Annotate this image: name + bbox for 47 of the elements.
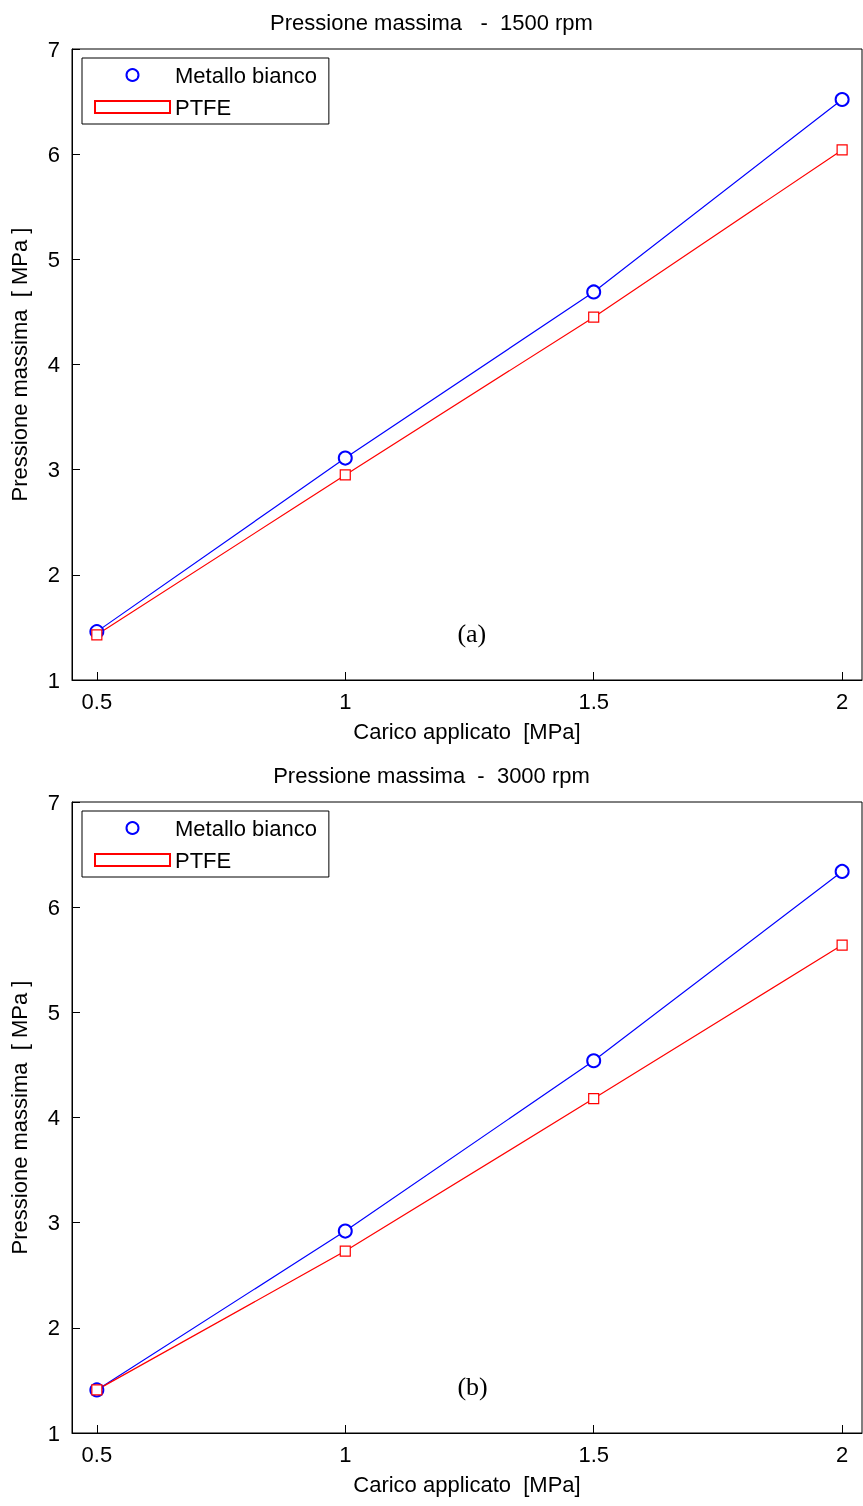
- chart-title: Pressione massima - 3000 rpm: [273, 762, 590, 788]
- y-tick-label: 1: [47, 1420, 60, 1446]
- point: [337, 1223, 353, 1239]
- x-tick-label: 1.5: [578, 1441, 609, 1467]
- point: [91, 629, 103, 641]
- point: [339, 1245, 351, 1257]
- x-axis-title: Carico applicato [MPa]: [353, 718, 581, 744]
- y-tick-label: 5: [47, 246, 60, 272]
- y-tick-label: 5: [47, 999, 60, 1025]
- y-tick-label: 3: [47, 1210, 60, 1236]
- y-tick-label: 6: [47, 141, 60, 167]
- point: [588, 1092, 600, 1105]
- y-tick-label: 4: [47, 1105, 60, 1130]
- x-tick-label: 1.5: [578, 688, 609, 714]
- point: [588, 311, 600, 323]
- x-tick-label: 2: [836, 1441, 849, 1467]
- point: [586, 284, 602, 300]
- x-tick-label: 1: [339, 688, 352, 714]
- y-axis-title: Pressione massima [ MPa ]: [6, 980, 32, 1255]
- y-tick-label: 2: [47, 562, 60, 588]
- annotation: (b): [457, 1371, 488, 1401]
- x-tick-label: 0.5: [81, 688, 113, 714]
- point: [339, 469, 351, 481]
- point: [834, 91, 850, 107]
- y-tick-label: 4: [47, 352, 60, 377]
- x-tick-label: 2: [836, 688, 849, 714]
- legend-label: Metallo bianco: [175, 62, 317, 88]
- y-tick-label: 7: [47, 789, 60, 815]
- x-tick-label: 0.5: [81, 1441, 113, 1467]
- y-tick-label: 3: [47, 457, 60, 483]
- y-tick-label: 6: [47, 894, 60, 920]
- x-tick-label: 1: [339, 1441, 352, 1467]
- y-axis-title: Pressione massima [ MPa ]: [6, 227, 32, 502]
- y-tick-label: 7: [47, 36, 60, 62]
- chart-title: Pressione massima - 1500 rpm: [270, 9, 593, 35]
- point: [836, 939, 848, 951]
- point: [337, 450, 353, 466]
- y-tick-label: 2: [47, 1315, 60, 1341]
- point: [586, 1053, 602, 1069]
- point: [836, 144, 848, 156]
- legend-label: Metallo bianco: [175, 815, 317, 841]
- point: [834, 863, 850, 879]
- legend-label: PTFE: [175, 94, 232, 120]
- annotation: (a): [457, 618, 487, 648]
- x-axis-title: Carico applicato [MPa]: [353, 1471, 581, 1497]
- legend-label: PTFE: [175, 847, 232, 873]
- y-tick-label: 1: [47, 667, 60, 693]
